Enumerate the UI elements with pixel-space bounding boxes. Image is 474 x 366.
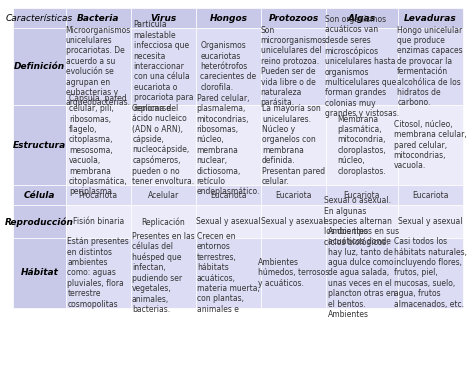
Bar: [326, 238, 398, 307]
Bar: [261, 28, 326, 105]
Bar: [66, 185, 131, 205]
Bar: [13, 238, 66, 307]
Text: Cápsula, pared
celular, pili,
ribosomas,
flagelo,
citoplasma,
mesosoma,
vacuola,: Cápsula, pared celular, pili, ribosomas,…: [69, 94, 128, 197]
Bar: [131, 8, 196, 28]
Bar: [196, 185, 261, 205]
Bar: [196, 238, 261, 307]
Bar: [398, 205, 463, 238]
Text: Bacteria: Bacteria: [77, 14, 119, 23]
Text: Ambientes
acuáticos donde
hay luz, tanto de
agua dulce como
de agua salada,
unas: Ambientes acuáticos donde hay luz, tanto…: [328, 227, 395, 319]
Bar: [66, 105, 131, 185]
Bar: [326, 185, 398, 205]
Text: Reproducción: Reproducción: [5, 217, 74, 227]
Text: Organismos
eucariotas
heterótrofos
carecientes de
clorofila.: Organismos eucariotas heterótrofos carec…: [201, 41, 256, 92]
Bar: [261, 238, 326, 307]
Text: Membrana
plasmática,
mitocondria,
cloroplastos,
núcleo,
cloroplastos.: Membrana plasmática, mitocondria, clorop…: [337, 115, 386, 176]
Bar: [131, 105, 196, 185]
Text: Microorganismos
unicelulares
procariotas. De
acuerdo a su
evolución se
agrupan e: Microorganismos unicelulares procariotas…: [65, 26, 131, 108]
Text: Sexual y asexual: Sexual y asexual: [398, 217, 462, 226]
Bar: [261, 105, 326, 185]
Bar: [326, 205, 398, 238]
Bar: [131, 238, 196, 307]
Text: Célula: Célula: [24, 191, 55, 200]
Bar: [261, 205, 326, 238]
Text: Citosol, núcleo,
membrana celular,
pared celular,
mitocondrias,
vacuola.: Citosol, núcleo, membrana celular, pared…: [394, 120, 466, 171]
Bar: [66, 28, 131, 105]
Bar: [196, 28, 261, 105]
Text: Eucariota: Eucariota: [344, 191, 380, 200]
Bar: [398, 238, 463, 307]
Bar: [326, 8, 398, 28]
Bar: [13, 205, 66, 238]
Text: Crecen en
entornos
terrestres,
hábitats
acuáticos,
materia muerta,
con plantas,
: Crecen en entornos terrestres, hábitats …: [197, 232, 260, 314]
Bar: [66, 205, 131, 238]
Text: Pared celular,
plasmalema,
mitocondrias,
ribosomas,
núcleo,
membrana
nuclear,
di: Pared celular, plasmalema, mitocondrias,…: [197, 94, 260, 197]
Text: Hongos: Hongos: [210, 14, 247, 23]
Text: Procariota: Procariota: [79, 191, 118, 200]
Text: Hábitat: Hábitat: [20, 268, 58, 277]
Bar: [326, 28, 398, 105]
Bar: [13, 185, 66, 205]
Bar: [398, 185, 463, 205]
Text: Ambientes
húmedos, terrosos
y acuáticos.: Ambientes húmedos, terrosos y acuáticos.: [258, 258, 329, 288]
Bar: [13, 105, 66, 185]
Text: Estructura: Estructura: [13, 141, 66, 150]
Text: Replicación: Replicación: [141, 217, 185, 227]
Bar: [13, 28, 66, 105]
Bar: [398, 8, 463, 28]
Bar: [66, 8, 131, 28]
Text: Eucariota: Eucariota: [210, 191, 246, 200]
Text: Partícula
malestable
infecciosa que
necesita
interaccionar
con una célula
eucari: Partícula malestable infecciosa que nece…: [134, 20, 193, 113]
Text: Están presentes
en distintos
ambientes
como: aguas
pluviales, flora
terrestre
co: Están presentes en distintos ambientes c…: [67, 237, 129, 309]
Bar: [261, 185, 326, 205]
Text: Son organismos
acuáticos van
desde seres
microscópicos
unicelulares hasta
organi: Son organismos acuáticos van desde seres…: [325, 15, 399, 118]
Bar: [398, 28, 463, 105]
Text: Presentes en las
células del
huésped que
infectan,
pudiendo ser
vegetales,
anima: Presentes en las células del huésped que…: [132, 232, 195, 314]
Text: Definición: Definición: [14, 62, 65, 71]
Bar: [196, 8, 261, 28]
Text: Algas: Algas: [348, 14, 376, 23]
Text: Hongo unicelular
que produce
enzimas capaces
de provocar la
fermentación
alcohól: Hongo unicelular que produce enzimas cap…: [397, 26, 463, 108]
Text: Sexual y asexual: Sexual y asexual: [196, 217, 261, 226]
Bar: [326, 105, 398, 185]
Bar: [196, 205, 261, 238]
Text: Eucariota: Eucariota: [275, 191, 312, 200]
Text: Fisión binaria: Fisión binaria: [73, 217, 124, 226]
Text: Levaduras: Levaduras: [404, 14, 456, 23]
Text: Protozoos: Protozoos: [268, 14, 319, 23]
Text: Genoma del
ácido nucleico
(ADN o ARN),
cápside,
nucleocápside,
capsómeros,
puede: Genoma del ácido nucleico (ADN o ARN), c…: [132, 104, 194, 186]
Text: Sexual o asexual.
En algunas
especies alternan
los dos tipos en sus
ciclos bioló: Sexual o asexual. En algunas especies al…: [324, 196, 400, 247]
Bar: [261, 8, 326, 28]
Text: Casi todos los
hábitats naturales,
incluyendo flores,
frutos, piel,
mucosas, sue: Casi todos los hábitats naturales, inclu…: [393, 237, 466, 309]
Text: Eucariota: Eucariota: [412, 191, 448, 200]
Text: La mayoría son
unicelulares.
Núcleo y
organelos con
membrana
definida.
Presentan: La mayoría son unicelulares. Núcleo y or…: [262, 104, 325, 186]
Text: Virus: Virus: [150, 14, 176, 23]
Text: Sexual y asexual: Sexual y asexual: [261, 217, 326, 226]
Bar: [13, 8, 66, 28]
Bar: [131, 28, 196, 105]
Text: Características: Características: [6, 14, 73, 23]
Bar: [66, 238, 131, 307]
Bar: [131, 205, 196, 238]
Bar: [398, 105, 463, 185]
Bar: [131, 185, 196, 205]
Text: Acelular: Acelular: [148, 191, 179, 200]
Bar: [196, 105, 261, 185]
Text: Son
microorganismos
unicelulares del
reino protozoa.
Pueden ser de
vida libre o : Son microorganismos unicelulares del rei…: [261, 26, 327, 108]
